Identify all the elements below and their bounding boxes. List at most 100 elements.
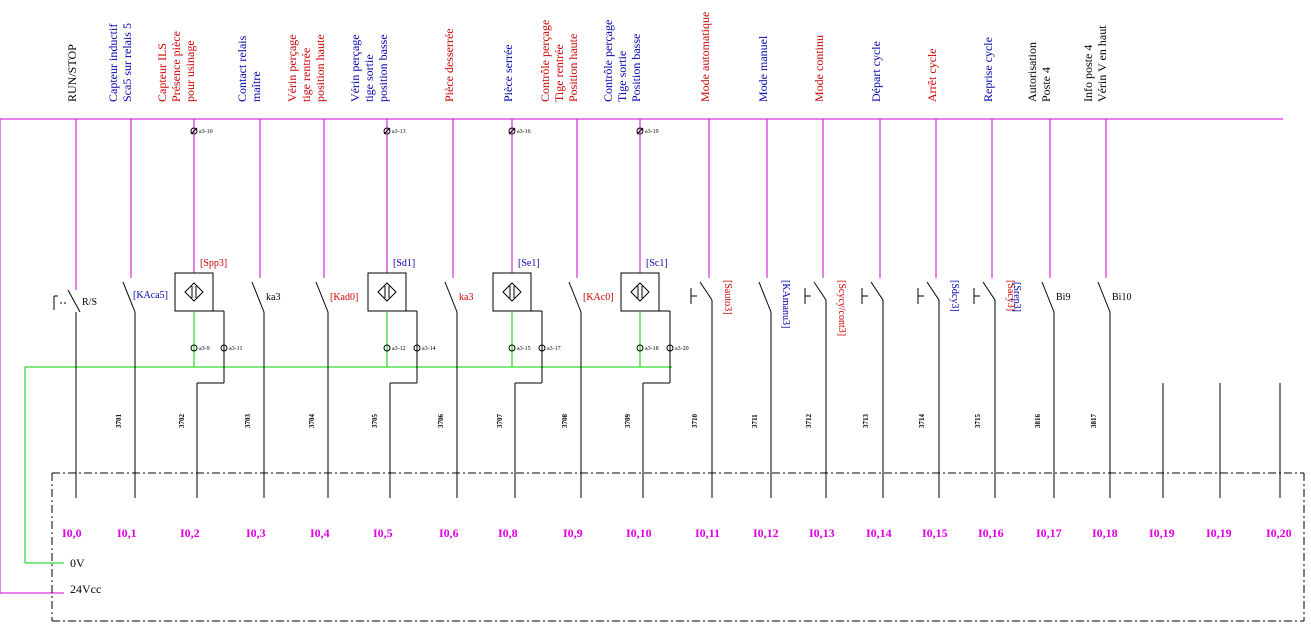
- terminal-label: a3-15: [517, 346, 531, 352]
- input-label: I0,17: [1036, 526, 1062, 540]
- sensor-diamond: [502, 282, 522, 302]
- static-layer: [0, 118, 1305, 622]
- wire-number: 3714: [918, 414, 926, 429]
- wire-number: 3713: [862, 414, 870, 429]
- input-label: I0,3: [246, 526, 266, 540]
- column-c5: Vérin perçage tige sortie position basse I0…: [348, 34, 436, 540]
- device-label: [Sd1]: [393, 258, 415, 269]
- device-label: [Srep3]: [1011, 282, 1022, 312]
- terminal-icon: [220, 344, 228, 352]
- wire-number: 3704: [308, 414, 316, 429]
- wire-number: 3711: [751, 414, 759, 428]
- terminal-slash: [190, 127, 198, 135]
- input-label: I0,9: [563, 526, 583, 540]
- column-c7: Pièce serrée I0,8 a3-16 [Se1] a3-15 a3-17 3707: [492, 44, 561, 540]
- contact-blade: [699, 281, 713, 301]
- column-header-text: Poste 4: [1039, 67, 1053, 102]
- input-label: I0,4: [310, 526, 330, 540]
- wire-number: 3715: [974, 414, 982, 429]
- column-header-text: Contact relais: [235, 35, 249, 102]
- contact-blade: [758, 281, 772, 313]
- supply-layer: 0V 24Vcc: [70, 556, 101, 596]
- input-label: I0,10: [626, 526, 652, 540]
- device-label: Bi9: [1056, 292, 1070, 303]
- column-c13: Départ cycle I0,14 3713: [861, 41, 892, 540]
- input-label: I0,6: [439, 526, 459, 540]
- terminal-icon: [413, 344, 421, 352]
- terminal-icon: [666, 344, 674, 352]
- column-c20: I0,20: [1266, 383, 1292, 540]
- column-c0: RUN/STOP I0,0 R/S: [53, 44, 97, 540]
- column-c19: I0,19: [1206, 383, 1232, 540]
- column-c12: Mode continu I0,13 3712 [Scycy/cont3]: [804, 35, 847, 540]
- device-label: [Scycy/cont3]: [836, 280, 847, 336]
- device-label: [Kad0]: [330, 292, 358, 303]
- contact-blade: [870, 281, 884, 301]
- contact-blade: [122, 281, 136, 313]
- column-header-text: Sca5 sur relais 5: [120, 23, 134, 102]
- input-label: I0,15: [922, 526, 948, 540]
- input-label: I0,14: [866, 526, 892, 540]
- terminal-label: a3-17: [547, 346, 561, 352]
- proximity-sensor-icon: [174, 272, 214, 312]
- column-c16: Autorisation Poste 4 I0,17 3816 Bi9 [Srep3]: [1011, 42, 1070, 540]
- column-header-text: position haute: [313, 34, 327, 102]
- column-c1: Capteur inductif Sca5 sur relais 5 I0,1 370…: [106, 23, 168, 540]
- input-label: I0,16: [978, 526, 1004, 540]
- column-header-text: Présence pièce: [169, 31, 183, 102]
- input-label: I0,19: [1149, 526, 1175, 540]
- contact-blade: [444, 281, 458, 313]
- column-c3: Contact relais maître I0,3 3703 ka3: [235, 35, 280, 540]
- sensor-diamond: [377, 282, 397, 302]
- contact-blade: [813, 281, 827, 301]
- column-header-text: Position basse: [629, 34, 643, 102]
- terminal-label: a3-11: [229, 346, 242, 352]
- wire-number: 3816: [1034, 414, 1042, 429]
- device-label: Bi10: [1112, 292, 1131, 303]
- terminal-label: a3-14: [422, 346, 436, 352]
- input-label: I0,11: [695, 526, 720, 540]
- contact-blade: [1041, 281, 1055, 313]
- column-header-text: Tige sortie: [615, 51, 629, 102]
- column-header-text: Contrôle perçage: [601, 20, 615, 102]
- input-label: I0,20: [1266, 526, 1292, 540]
- input-label: I0,0: [62, 526, 82, 540]
- device-label: [KAca5]: [133, 290, 168, 301]
- device-label: [Sauto3]: [722, 280, 733, 314]
- device-label: [KAc0]: [583, 292, 614, 303]
- column-header-text: Autorisation: [1025, 42, 1039, 102]
- wire-number: 3702: [178, 414, 186, 429]
- column-c11: Mode manuel I0,12 3711 [KAmanu3]: [751, 35, 791, 540]
- contact-blade: [926, 281, 940, 301]
- terminal-label: a3-10: [199, 129, 213, 135]
- proximity-sensor-icon: [492, 272, 532, 312]
- terminal-slash: [383, 127, 391, 135]
- input-label: I0,1: [117, 526, 137, 540]
- column-header-text: Mode manuel: [756, 35, 770, 102]
- device-label: ka3: [459, 292, 473, 303]
- column-header-text: Tige rentrée: [552, 44, 566, 102]
- terminal-icon: [508, 344, 516, 352]
- column-header-text: Mode automatique: [698, 12, 712, 102]
- terminal-label: a3-9: [199, 346, 210, 352]
- column-c10: Mode automatique I0,11 3710 [Sauto3]: [690, 12, 733, 540]
- column-header-text: Vérin perçage: [285, 34, 299, 102]
- column-header-text: Capteur inductif: [106, 24, 120, 102]
- column-c15: Reprise cycle I0,16 3715 [Sacy3]: [973, 37, 1016, 540]
- wire-number: 3701: [115, 414, 123, 429]
- column-header-text: Reprise cycle: [981, 37, 995, 102]
- column-c17: Info poste 4 Vérin V en haut I0,18 3817 Bi10: [1081, 25, 1131, 540]
- columns-layer: RUN/STOP I0,0 R/S Capteur inductif Sca5 sur …: [53, 12, 1292, 540]
- terminal-slash: [636, 127, 644, 135]
- input-label: I0,19: [1206, 526, 1232, 540]
- column-header-text: Départ cycle: [869, 41, 883, 102]
- contact-blade: [1097, 281, 1111, 313]
- column-c8: Contrôle perçage Tige rentrée Position hau…: [538, 20, 614, 540]
- column-c2: Capteur ILS Présence pièce pour usinage I0,…: [155, 31, 242, 540]
- column-header-text: RUN/STOP: [65, 44, 79, 102]
- column-header-text: tige sortie: [362, 54, 376, 102]
- contact-blade: [315, 281, 329, 313]
- column-header-text: Mode continu: [812, 35, 826, 102]
- wire-number: 3705: [371, 414, 379, 429]
